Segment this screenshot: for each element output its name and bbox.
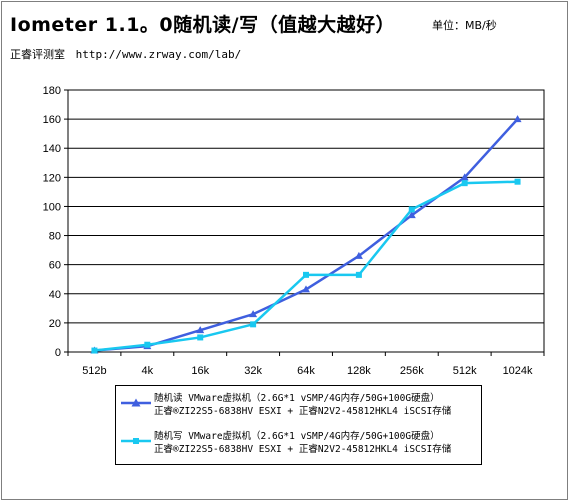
data-point-write	[514, 178, 521, 185]
x-tick-label: 32k	[244, 365, 262, 377]
legend-read-line1: 随机读 VMware虚拟机（2.6G*1 vSMP/4G内存/50G+100G硬…	[154, 393, 440, 404]
y-tick-label: 120	[43, 172, 61, 184]
data-point-write	[303, 271, 309, 278]
y-tick-label: 0	[55, 347, 61, 359]
x-tick-label: 4k	[142, 365, 154, 377]
data-point-write	[91, 347, 98, 354]
x-tick-label: 256k	[400, 365, 424, 377]
data-point-write	[250, 321, 257, 328]
data-point-write	[355, 271, 362, 278]
data-point-write	[144, 341, 151, 348]
legend-swatch-write	[121, 438, 151, 444]
data-point-read	[302, 285, 310, 293]
legend-write-line2: 正睿®ZI22S5-6838HV ESXI + 正睿N2V2-45812HKL4…	[154, 444, 452, 455]
legend-swatch-read	[121, 398, 151, 407]
y-axis-ticks: 0 20 40 60 80 100 120 140 160 180	[43, 85, 68, 359]
y-tick-label: 160	[43, 114, 61, 126]
y-tick-label: 80	[49, 231, 61, 243]
plot-area	[67, 89, 545, 353]
y-tick-label: 40	[49, 289, 61, 301]
y-tick-label: 60	[49, 260, 61, 272]
y-tick-label: 140	[43, 143, 61, 155]
data-point-write	[197, 334, 204, 341]
y-tick-label: 180	[43, 85, 61, 97]
chart-title: Iometer 1.1。0随机读/写（值越大越好）	[10, 14, 396, 36]
data-point-read	[513, 115, 522, 123]
y-tick-label: 20	[49, 318, 61, 330]
data-point-read	[354, 251, 363, 259]
source-url: http://www.zrway.com/lab/	[75, 48, 242, 61]
x-tick-label: 512k	[453, 365, 477, 377]
legend: 随机读 VMware虚拟机（2.6G*1 vSMP/4G内存/50G+100G硬…	[115, 385, 482, 465]
x-axis-ticks: 512b 4k 16k 32k 64k 128k 256k 512k 1024k	[67, 352, 545, 377]
data-point-read	[196, 326, 205, 334]
x-tick-label: 512b	[82, 365, 106, 377]
unit-label: 单位：MB/秒	[432, 19, 497, 32]
x-tick-label: 128k	[347, 365, 371, 377]
data-point-read	[249, 310, 258, 318]
legend-read-line2: 正睿®ZI22S5-6838HV ESXI + 正睿N2V2-45812HKL4…	[154, 406, 452, 417]
legend-write-line1: 随机写 VMware虚拟机（2.6G*1 vSMP/4G内存/50G+100G硬…	[154, 431, 440, 442]
x-tick-label: 1024k	[503, 365, 533, 377]
series-layer	[90, 115, 522, 354]
data-point-write	[461, 180, 468, 187]
data-point-read	[460, 173, 469, 181]
x-tick-label: 16k	[191, 365, 209, 377]
x-tick-label: 64k	[297, 365, 315, 377]
data-point-read	[407, 211, 416, 219]
source-line: 正睿评测室 http://www.zrway.com/lab/	[10, 46, 241, 62]
data-point-write	[408, 206, 415, 213]
y-tick-label: 100	[43, 201, 61, 213]
source-org: 正睿评测室	[10, 48, 65, 61]
